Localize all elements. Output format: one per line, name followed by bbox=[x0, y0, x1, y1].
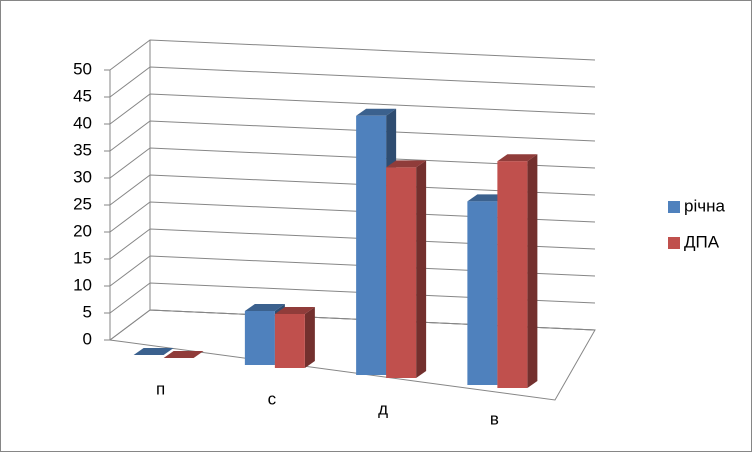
y-tick-label: 30 bbox=[73, 167, 92, 186]
bar-top bbox=[274, 307, 315, 314]
bar-side bbox=[416, 160, 427, 378]
legend-label: ДПА bbox=[684, 232, 720, 251]
grid-line bbox=[109, 39, 596, 71]
bar bbox=[356, 115, 387, 376]
bar bbox=[274, 314, 305, 368]
y-tick-label: 45 bbox=[73, 86, 92, 105]
bar-top bbox=[356, 108, 397, 116]
bar bbox=[497, 161, 528, 388]
bar bbox=[386, 167, 417, 378]
grid-line bbox=[109, 228, 596, 260]
y-tick-label: 35 bbox=[73, 140, 92, 159]
bar-top bbox=[133, 348, 174, 355]
bar-top bbox=[386, 160, 427, 168]
grid-line bbox=[109, 255, 596, 287]
grid-line bbox=[109, 93, 596, 125]
grid-line bbox=[109, 201, 596, 233]
x-tick-label: п bbox=[156, 379, 165, 398]
grid-line bbox=[109, 309, 596, 341]
y-tick-label: 15 bbox=[73, 248, 92, 267]
legend-label: річна bbox=[684, 196, 725, 215]
y-tick-label: 40 bbox=[73, 113, 92, 132]
bar-side bbox=[304, 307, 315, 368]
bar bbox=[244, 311, 275, 365]
grid-line bbox=[109, 147, 596, 179]
x-tick-label: с bbox=[268, 389, 277, 408]
grid-line bbox=[109, 66, 596, 98]
bar-side bbox=[527, 154, 538, 388]
y-tick-label: 5 bbox=[83, 302, 92, 321]
bar bbox=[467, 201, 498, 385]
y-tick-label: 25 bbox=[73, 194, 92, 213]
legend-swatch bbox=[668, 201, 680, 213]
x-tick-label: д bbox=[378, 399, 388, 418]
y-tick-label: 20 bbox=[73, 221, 92, 240]
y-tick-label: 50 bbox=[73, 59, 92, 78]
y-tick-label: 0 bbox=[83, 329, 92, 348]
x-tick-label: в bbox=[490, 409, 499, 428]
grid-line bbox=[109, 120, 596, 152]
y-tick-label: 10 bbox=[73, 275, 92, 294]
grid-line bbox=[109, 282, 596, 314]
bar-top bbox=[497, 154, 538, 162]
bar-top bbox=[163, 351, 204, 358]
legend-swatch bbox=[668, 237, 680, 249]
bar-top bbox=[244, 304, 285, 311]
grid-line bbox=[109, 174, 596, 206]
